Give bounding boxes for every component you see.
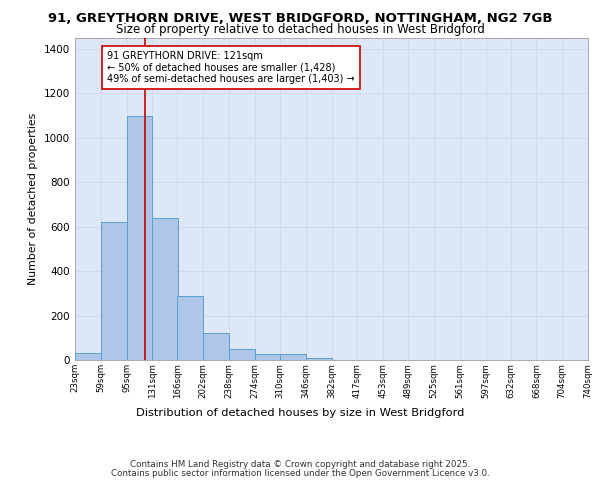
Text: 91 GREYTHORN DRIVE: 121sqm
← 50% of detached houses are smaller (1,428)
49% of s: 91 GREYTHORN DRIVE: 121sqm ← 50% of deta… [107, 51, 355, 84]
Bar [75, 354, 101, 360]
Bar [203, 334, 229, 360]
Text: Size of property relative to detached houses in West Bridgford: Size of property relative to detached ho… [116, 22, 484, 36]
Y-axis label: Number of detached properties: Number of detached properties [28, 112, 38, 285]
Bar [178, 296, 203, 360]
Bar [152, 218, 178, 360]
Bar [101, 222, 127, 360]
Bar [254, 354, 280, 360]
Bar [280, 354, 306, 360]
Text: Distribution of detached houses by size in West Bridgford: Distribution of detached houses by size … [136, 408, 464, 418]
Text: 91, GREYTHORN DRIVE, WEST BRIDGFORD, NOTTINGHAM, NG2 7GB: 91, GREYTHORN DRIVE, WEST BRIDGFORD, NOT… [48, 12, 552, 24]
Text: Contains HM Land Registry data © Crown copyright and database right 2025.: Contains HM Land Registry data © Crown c… [130, 460, 470, 469]
Bar [127, 116, 152, 360]
Bar [229, 349, 254, 360]
Bar [306, 358, 332, 360]
Text: Contains public sector information licensed under the Open Government Licence v3: Contains public sector information licen… [110, 468, 490, 477]
